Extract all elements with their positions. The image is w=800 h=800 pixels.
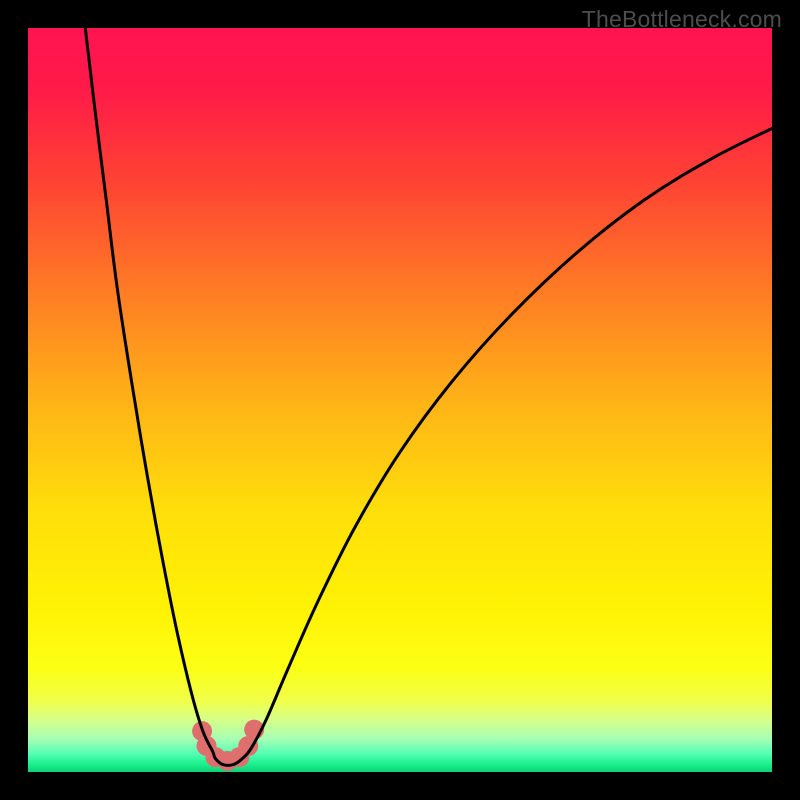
watermark-text: TheBottleneck.com xyxy=(582,6,782,33)
plot-svg xyxy=(28,28,772,772)
chart-canvas: TheBottleneck.com xyxy=(0,0,800,800)
plot-area xyxy=(28,28,772,772)
gradient-background xyxy=(28,28,772,772)
